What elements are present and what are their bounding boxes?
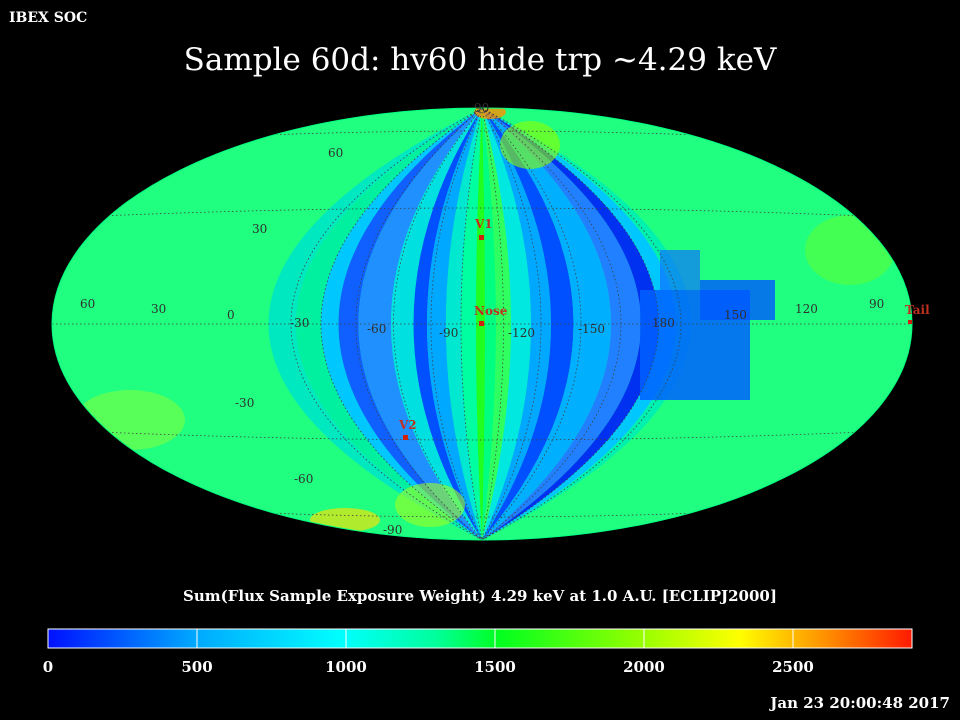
- lat-label: 90: [474, 101, 489, 115]
- marker-label: V2: [398, 418, 417, 432]
- colorbar-tick: 0: [42, 658, 54, 676]
- lat-label: -30: [235, 396, 254, 410]
- marker-v1: V1: [474, 217, 493, 240]
- colorbar: [47, 628, 913, 649]
- graticule: [52, 108, 912, 540]
- lon-label: 30: [151, 302, 166, 316]
- marker-label: V1: [474, 217, 493, 231]
- lon-label: 120: [795, 302, 818, 316]
- lon-label: 0: [227, 308, 235, 322]
- lon-label: -30: [290, 316, 309, 330]
- colorbar-tick: 2500: [772, 658, 814, 676]
- lat-label: -90: [383, 523, 402, 537]
- colorbar-tick: 2000: [623, 658, 665, 676]
- marker-label: Tail: [905, 303, 930, 317]
- marker-nose: Nose: [474, 304, 508, 326]
- colorbar-tick: 500: [181, 658, 213, 676]
- lon-label: 60: [80, 297, 95, 311]
- lon-label: -60: [367, 322, 386, 336]
- flux-map: [52, 108, 912, 540]
- colorbar-tick: 1500: [474, 658, 516, 676]
- page-title: Sample 60d: hv60 hide trp ~4.29 keV: [183, 42, 777, 78]
- lat-label: 60: [328, 146, 343, 160]
- marker-label: Nose: [474, 304, 508, 318]
- lon-label: -150: [578, 322, 605, 336]
- org-label: IBEX SOC: [9, 10, 88, 26]
- lat-label: -60: [294, 472, 313, 486]
- marker-tail: Tail: [905, 303, 930, 324]
- lon-label: 150: [724, 308, 747, 322]
- lat-label: 30: [252, 222, 267, 236]
- lon-label: -120: [508, 326, 535, 340]
- colorbar-title: Sum(Flux Sample Exposure Weight) 4.29 ke…: [183, 587, 777, 605]
- lon-label: 180: [652, 316, 675, 330]
- colorbar-ticks: 0 500 1000 1500 2000 2500: [0, 658, 960, 678]
- colorbar-tick: 1000: [325, 658, 367, 676]
- timestamp: Jan 23 20:00:48 2017: [770, 694, 950, 712]
- lon-label: -90: [439, 326, 458, 340]
- lon-label: 90: [869, 297, 884, 311]
- marker-v2: V2: [398, 418, 417, 440]
